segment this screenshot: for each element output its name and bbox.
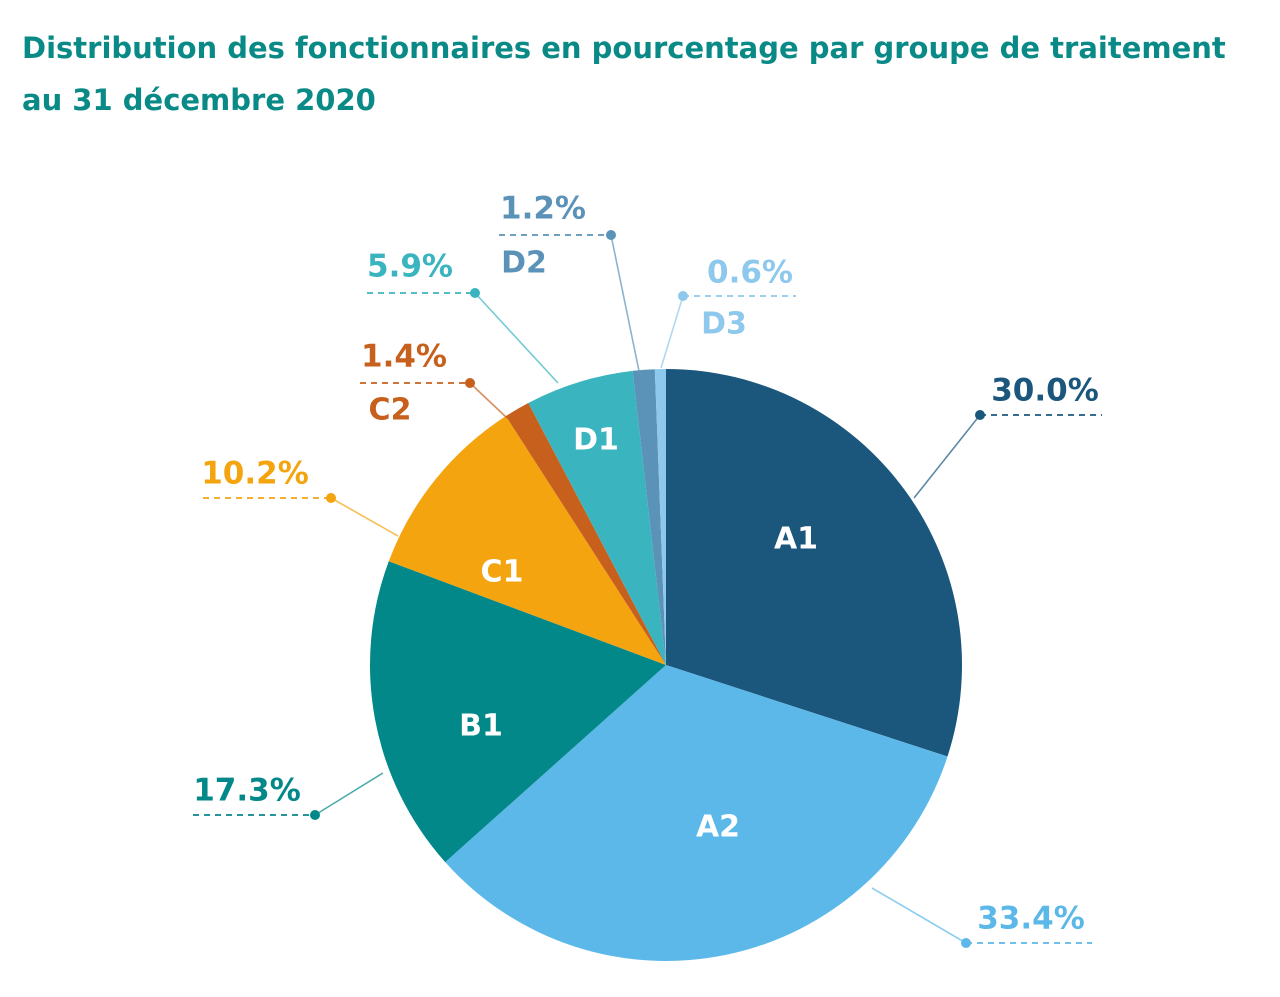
value-label-d1: 5.9% xyxy=(367,249,453,285)
callout-dot-d1 xyxy=(470,288,480,298)
slice-a1 xyxy=(666,369,962,757)
pie-slices xyxy=(369,369,962,961)
callout-dot-c2 xyxy=(465,378,475,388)
category-label-d2: D2 xyxy=(501,246,547,281)
value-label-b1: 17.3% xyxy=(193,773,301,809)
slice-d1 xyxy=(528,370,666,665)
slice-d2 xyxy=(632,369,666,665)
callout-line-d3 xyxy=(660,295,684,369)
callout-dot-c1 xyxy=(326,493,336,503)
chart-title-line-2: au 31 décembre 2020 xyxy=(22,83,376,117)
value-label-a2: 33.4% xyxy=(977,901,1085,937)
callout-dot-d2 xyxy=(606,230,616,240)
category-label-c2: C2 xyxy=(369,393,412,428)
category-label-d3: D3 xyxy=(701,307,747,342)
callout-dot-a2 xyxy=(961,938,971,948)
slice-labels: 30.0% A1 33.4% A2 17.3% B1 10.2% C1 1.4% C2 5.9% D1… xyxy=(193,191,1099,937)
callout-line-a2 xyxy=(871,887,967,944)
callout-line-a1 xyxy=(913,414,981,499)
slice-c2 xyxy=(505,402,666,665)
callout-lines xyxy=(193,230,1102,948)
category-label-d1: D1 xyxy=(573,423,619,458)
callout-line-d2 xyxy=(610,234,640,372)
chart-title: Distribution des fonctionnaires en pourc… xyxy=(22,22,1272,126)
callout-dot-a1 xyxy=(975,410,985,420)
category-label-a2: A2 xyxy=(696,810,740,845)
value-label-d2: 1.2% xyxy=(500,191,586,227)
callout-line-b1 xyxy=(314,772,384,816)
callout-line-d1 xyxy=(474,292,559,384)
value-label-a1: 30.0% xyxy=(991,373,1099,409)
category-label-a1: A1 xyxy=(774,522,818,557)
value-label-d3: 0.6% xyxy=(707,255,793,291)
callout-dot-b1 xyxy=(310,810,320,820)
slice-b1 xyxy=(369,561,666,863)
category-label-c1: C1 xyxy=(481,555,524,590)
callout-dot-d3 xyxy=(678,291,688,301)
slice-d3 xyxy=(654,369,666,665)
value-label-c2: 1.4% xyxy=(361,339,447,375)
slice-c1 xyxy=(388,416,666,665)
value-label-c1: 10.2% xyxy=(201,456,309,492)
slice-a2 xyxy=(445,665,948,961)
category-label-b1: B1 xyxy=(459,709,503,744)
chart-title-line-1: Distribution des fonctionnaires en pourc… xyxy=(22,31,1226,65)
callout-line-c2 xyxy=(469,382,508,419)
callout-line-c1 xyxy=(330,497,399,537)
